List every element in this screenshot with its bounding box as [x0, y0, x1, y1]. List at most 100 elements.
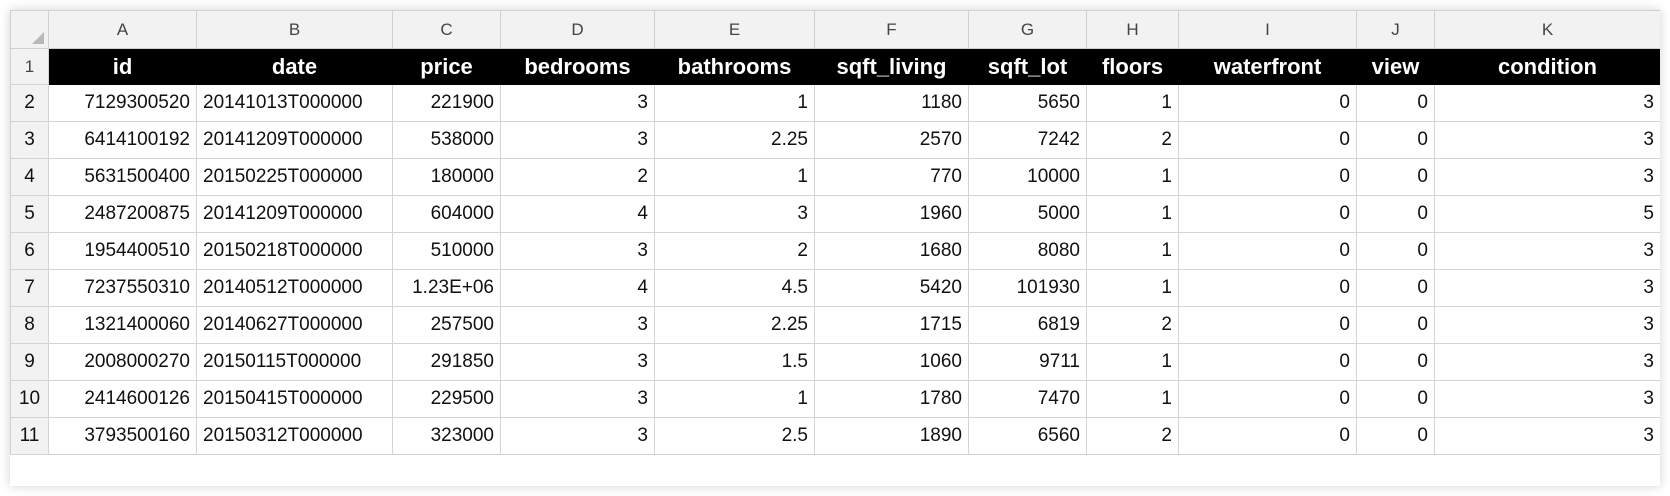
- cell[interactable]: 2: [500, 158, 655, 196]
- cell[interactable]: 0: [1356, 380, 1435, 418]
- cell[interactable]: 20150218T000000: [196, 232, 393, 270]
- cell[interactable]: 6560: [968, 417, 1087, 455]
- cell[interactable]: 1: [1086, 158, 1179, 196]
- column-header-f[interactable]: F: [814, 10, 969, 49]
- cell[interactable]: 1: [654, 84, 815, 122]
- cell[interactable]: 6819: [968, 306, 1087, 344]
- cell[interactable]: 0: [1178, 158, 1357, 196]
- cell[interactable]: 1321400060: [48, 306, 197, 344]
- column-header-g[interactable]: G: [968, 10, 1087, 49]
- row-number[interactable]: 9: [10, 343, 49, 381]
- cell[interactable]: 3: [1434, 269, 1660, 307]
- cell[interactable]: 3: [1434, 306, 1660, 344]
- cell[interactable]: 8080: [968, 232, 1087, 270]
- row-number[interactable]: 11: [10, 417, 49, 455]
- row-number[interactable]: 5: [10, 195, 49, 233]
- cell[interactable]: 3: [500, 121, 655, 159]
- cell[interactable]: 2: [1086, 417, 1179, 455]
- cell[interactable]: 1: [1086, 380, 1179, 418]
- cell[interactable]: 2008000270: [48, 343, 197, 381]
- cell[interactable]: 5650: [968, 84, 1087, 122]
- cell[interactable]: 20140627T000000: [196, 306, 393, 344]
- row-number[interactable]: 2: [10, 84, 49, 122]
- cell[interactable]: 2.25: [654, 306, 815, 344]
- cell[interactable]: 510000: [392, 232, 501, 270]
- cell[interactable]: 2: [654, 232, 815, 270]
- cell[interactable]: 4.5: [654, 269, 815, 307]
- row-number[interactable]: 3: [10, 121, 49, 159]
- cell[interactable]: 7242: [968, 121, 1087, 159]
- cell[interactable]: 3: [500, 306, 655, 344]
- cell[interactable]: 1180: [814, 84, 969, 122]
- column-header-d[interactable]: D: [500, 10, 655, 49]
- cell[interactable]: 1: [1086, 84, 1179, 122]
- cell[interactable]: 1060: [814, 343, 969, 381]
- cell[interactable]: 2.5: [654, 417, 815, 455]
- cell[interactable]: 3: [1434, 343, 1660, 381]
- header-cell-sqft-lot[interactable]: sqft_lot: [968, 48, 1087, 85]
- cell[interactable]: 1.5: [654, 343, 815, 381]
- cell[interactable]: 2414600126: [48, 380, 197, 418]
- cell[interactable]: 0: [1178, 306, 1357, 344]
- cell[interactable]: 20141013T000000: [196, 84, 393, 122]
- header-cell-date[interactable]: date: [196, 48, 393, 85]
- header-cell-condition[interactable]: condition: [1434, 48, 1660, 85]
- cell[interactable]: 3: [1434, 380, 1660, 418]
- cell[interactable]: 20141209T000000: [196, 121, 393, 159]
- cell[interactable]: 5420: [814, 269, 969, 307]
- header-cell-waterfront[interactable]: waterfront: [1178, 48, 1357, 85]
- cell[interactable]: 1954400510: [48, 232, 197, 270]
- cell[interactable]: 101930: [968, 269, 1087, 307]
- column-header-a[interactable]: A: [48, 10, 197, 49]
- cell[interactable]: 0: [1356, 84, 1435, 122]
- header-cell-floors[interactable]: floors: [1086, 48, 1179, 85]
- cell[interactable]: 0: [1356, 343, 1435, 381]
- cell[interactable]: 20150225T000000: [196, 158, 393, 196]
- cell[interactable]: 3: [500, 343, 655, 381]
- cell[interactable]: 0: [1178, 121, 1357, 159]
- cell[interactable]: 0: [1178, 195, 1357, 233]
- cell[interactable]: 20150312T000000: [196, 417, 393, 455]
- cell[interactable]: 1: [1086, 232, 1179, 270]
- cell[interactable]: 0: [1178, 269, 1357, 307]
- cell[interactable]: 0: [1178, 380, 1357, 418]
- cell[interactable]: 3: [1434, 158, 1660, 196]
- cell[interactable]: 7470: [968, 380, 1087, 418]
- cell[interactable]: 1960: [814, 195, 969, 233]
- cell[interactable]: 1680: [814, 232, 969, 270]
- cell[interactable]: 604000: [392, 195, 501, 233]
- select-all-corner[interactable]: [10, 10, 49, 49]
- row-number[interactable]: 1: [10, 48, 49, 85]
- cell[interactable]: 0: [1178, 417, 1357, 455]
- cell[interactable]: 20140512T000000: [196, 269, 393, 307]
- cell[interactable]: 3: [500, 232, 655, 270]
- cell[interactable]: 1: [654, 380, 815, 418]
- cell[interactable]: 1780: [814, 380, 969, 418]
- cell[interactable]: 3: [1434, 232, 1660, 270]
- cell[interactable]: 180000: [392, 158, 501, 196]
- cell[interactable]: 5: [1434, 195, 1660, 233]
- header-cell-sqft-living[interactable]: sqft_living: [814, 48, 969, 85]
- column-header-c[interactable]: C: [392, 10, 501, 49]
- cell[interactable]: 0: [1178, 84, 1357, 122]
- cell[interactable]: 4: [500, 269, 655, 307]
- cell[interactable]: 5000: [968, 195, 1087, 233]
- cell[interactable]: 291850: [392, 343, 501, 381]
- cell[interactable]: 3: [1434, 121, 1660, 159]
- row-number[interactable]: 6: [10, 232, 49, 270]
- cell[interactable]: 3: [654, 195, 815, 233]
- cell[interactable]: 5631500400: [48, 158, 197, 196]
- cell[interactable]: 3: [1434, 417, 1660, 455]
- row-number[interactable]: 4: [10, 158, 49, 196]
- header-cell-bathrooms[interactable]: bathrooms: [654, 48, 815, 85]
- cell[interactable]: 10000: [968, 158, 1087, 196]
- cell[interactable]: 0: [1356, 417, 1435, 455]
- cell[interactable]: 2: [1086, 121, 1179, 159]
- cell[interactable]: 1: [654, 158, 815, 196]
- cell[interactable]: 20141209T000000: [196, 195, 393, 233]
- cell[interactable]: 0: [1356, 306, 1435, 344]
- cell[interactable]: 0: [1356, 232, 1435, 270]
- cell[interactable]: 229500: [392, 380, 501, 418]
- header-cell-view[interactable]: view: [1356, 48, 1435, 85]
- column-header-h[interactable]: H: [1086, 10, 1179, 49]
